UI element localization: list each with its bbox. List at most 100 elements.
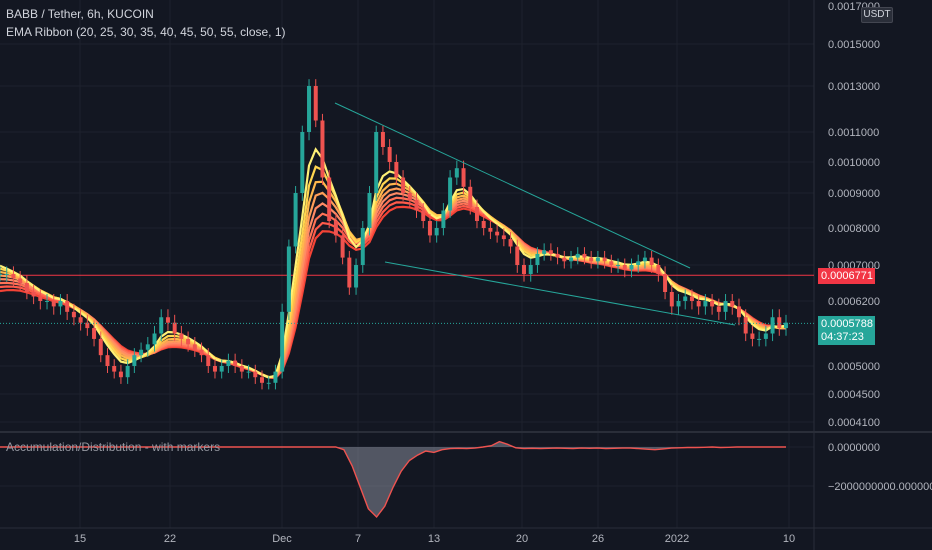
candle bbox=[696, 294, 701, 315]
symbol-title[interactable]: BABB / Tether, 6h, KUCOIN bbox=[6, 7, 154, 21]
candle bbox=[206, 348, 211, 373]
candle-body bbox=[474, 207, 479, 221]
candle bbox=[286, 239, 291, 320]
candle-body bbox=[45, 301, 50, 302]
candle bbox=[186, 331, 191, 352]
candle bbox=[468, 179, 473, 215]
candle-body bbox=[562, 257, 567, 262]
candle bbox=[71, 303, 76, 326]
candle bbox=[542, 243, 547, 261]
candle-body bbox=[676, 301, 681, 307]
candle bbox=[219, 359, 224, 379]
candle bbox=[663, 266, 668, 300]
candle bbox=[522, 258, 526, 282]
candle bbox=[320, 113, 325, 185]
candle bbox=[192, 337, 197, 357]
candle-body bbox=[132, 355, 137, 366]
trendlines[interactable] bbox=[334, 102, 736, 326]
candle-body bbox=[508, 239, 513, 247]
price-tick-label: 0.0004100 bbox=[828, 417, 880, 429]
candle bbox=[327, 170, 332, 229]
candle bbox=[427, 213, 432, 243]
candle-body bbox=[461, 168, 466, 187]
candle bbox=[602, 250, 607, 269]
candle-body bbox=[616, 265, 621, 266]
currency-badge[interactable]: USDT bbox=[861, 7, 893, 23]
ad-legend[interactable]: Accumulation/Distribution - with markers bbox=[6, 440, 221, 454]
candle bbox=[750, 325, 755, 347]
candle-body bbox=[387, 147, 392, 162]
candle bbox=[407, 186, 412, 208]
candle bbox=[85, 314, 90, 336]
price-axis[interactable]: 0.00170000.00150000.00130000.00110000.00… bbox=[828, 1, 880, 429]
candle-body bbox=[575, 253, 580, 258]
bar-countdown: 04:37:23 bbox=[818, 329, 875, 345]
ad-axis[interactable]: 0.0000000 −2000000000.0000000 bbox=[828, 442, 932, 493]
candle bbox=[448, 170, 453, 218]
candle bbox=[387, 139, 392, 170]
candle-body bbox=[777, 317, 782, 329]
candle-body bbox=[226, 360, 231, 366]
candle bbox=[669, 284, 674, 315]
candle bbox=[18, 270, 23, 291]
price-tick-label: 0.0015000 bbox=[828, 39, 880, 51]
candle bbox=[266, 376, 271, 390]
candle-body bbox=[260, 377, 264, 383]
candle bbox=[112, 359, 117, 379]
time-tick-label: 7 bbox=[355, 533, 361, 545]
candle bbox=[233, 353, 238, 373]
candle bbox=[649, 250, 654, 273]
candle-body bbox=[454, 168, 459, 178]
candle-body bbox=[555, 253, 560, 258]
candle-body bbox=[165, 317, 170, 323]
candle-body bbox=[18, 278, 23, 283]
candle bbox=[555, 247, 560, 265]
time-tick-label: 15 bbox=[74, 533, 86, 545]
candle bbox=[105, 348, 110, 373]
candle-body bbox=[360, 228, 365, 265]
candle-body bbox=[535, 253, 540, 265]
upper-trendline[interactable] bbox=[334, 102, 691, 269]
price-tick-label: 0.0006200 bbox=[828, 296, 880, 308]
candle-body bbox=[595, 257, 600, 262]
candle-body bbox=[105, 355, 110, 366]
candle-body bbox=[186, 338, 191, 345]
candle-body bbox=[118, 371, 123, 378]
candle-body bbox=[172, 322, 177, 334]
candle-body bbox=[542, 250, 547, 254]
candle bbox=[307, 79, 312, 141]
candle bbox=[515, 239, 520, 273]
candle-body bbox=[770, 317, 775, 334]
candle bbox=[132, 348, 137, 373]
candle bbox=[31, 284, 36, 305]
candle-body bbox=[649, 257, 654, 265]
candle bbox=[642, 250, 647, 269]
candle-body bbox=[528, 265, 533, 274]
candle-body bbox=[716, 306, 721, 312]
candle-body bbox=[38, 296, 43, 301]
price-tick-label: 0.0004500 bbox=[828, 389, 880, 401]
price-tick-label: 0.0013000 bbox=[828, 81, 880, 93]
candle-body bbox=[629, 265, 634, 270]
candle bbox=[212, 359, 217, 379]
candle-body bbox=[71, 311, 76, 318]
candle bbox=[757, 331, 762, 347]
candle bbox=[65, 294, 70, 320]
candle bbox=[414, 192, 419, 218]
candle bbox=[226, 353, 231, 373]
candle bbox=[562, 250, 567, 269]
candle bbox=[92, 320, 97, 347]
candle-body bbox=[689, 296, 694, 301]
candle-body bbox=[401, 177, 406, 193]
candle-body bbox=[569, 257, 574, 262]
lower-trendline[interactable] bbox=[384, 261, 736, 326]
candle-body bbox=[622, 265, 627, 270]
candle bbox=[179, 325, 184, 347]
time-axis[interactable]: 15 22 Dec 7 13 20 26 2022 10 bbox=[74, 533, 795, 545]
ema-ribbon-legend[interactable]: EMA Ribbon (20, 25, 30, 35, 40, 45, 50, … bbox=[6, 25, 286, 39]
candle-body bbox=[340, 235, 345, 258]
candle bbox=[0, 266, 2, 282]
candle bbox=[743, 309, 748, 342]
